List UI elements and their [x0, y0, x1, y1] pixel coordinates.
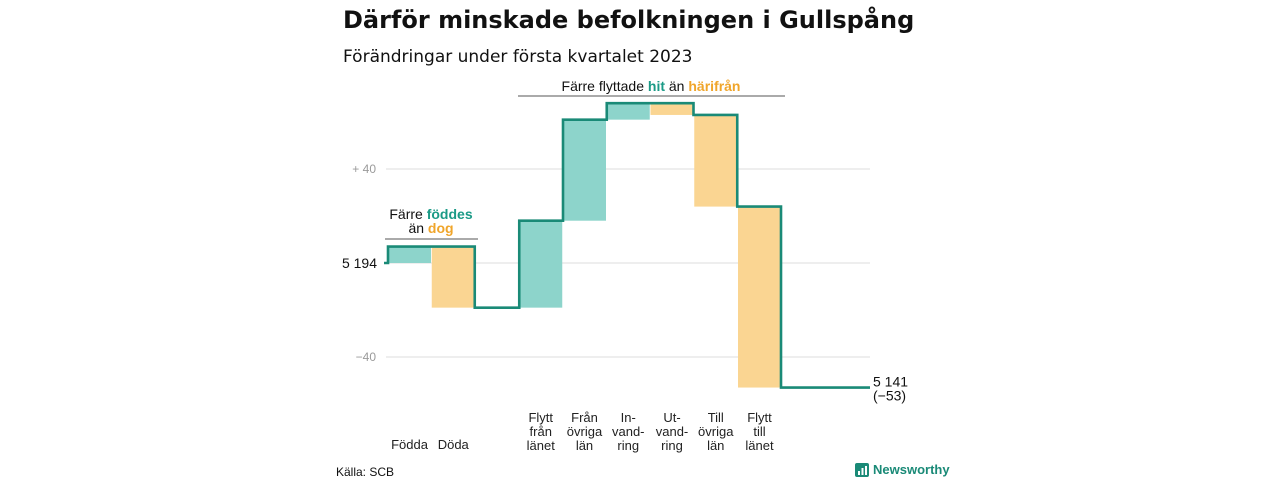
- category-label: vand-: [656, 424, 689, 439]
- category-label: övriga: [698, 424, 734, 439]
- bar-flytt-till-länet: [738, 206, 781, 388]
- y-tick-label: + 40: [352, 162, 376, 176]
- category-label: län: [576, 438, 593, 453]
- bar-flytt-från-länet: [519, 220, 563, 308]
- category-label: länet: [527, 438, 556, 453]
- category-label: övriga: [567, 424, 603, 439]
- category-label: Flytt: [747, 410, 772, 425]
- cumulative-line-layer: [384, 101, 870, 389]
- category-label: till: [753, 424, 765, 439]
- category-label: Från: [571, 410, 598, 425]
- category-label: från: [530, 424, 552, 439]
- annotation-births-highlight2: dog: [428, 220, 454, 236]
- newsworthy-icon-bar2: [861, 468, 864, 475]
- cumulative-line: [384, 101, 870, 389]
- category-label: Till: [708, 410, 724, 425]
- bar-från-övriga-län: [563, 119, 606, 221]
- category-label: Ut-: [663, 410, 680, 425]
- category-label: Födda: [391, 437, 429, 452]
- annotation-moves-highlight1: hit: [648, 78, 665, 94]
- chart-subtitle: Förändringar under första kvartalet 2023: [343, 47, 692, 67]
- start-value-label: 5 194: [342, 255, 377, 271]
- source-note: Källa: SCB: [336, 465, 394, 479]
- newsworthy-icon-bar3: [865, 466, 867, 475]
- end-change-label: (−53): [873, 388, 906, 404]
- category-label: vand-: [612, 424, 645, 439]
- annotation-moves-highlight2: härifrån: [688, 78, 740, 94]
- annotation-births-line1: Färre föddes: [389, 206, 472, 222]
- chart-title: Därför minskade befolkningen i Gullspång: [343, 5, 914, 34]
- annotation-moves-prefix: Färre flyttade: [562, 78, 645, 94]
- bar-ut--vand--ring: [650, 103, 694, 115]
- bars-layer: [388, 103, 781, 388]
- category-label: ring: [617, 438, 639, 453]
- brand-logo: Newsworthy: [855, 462, 950, 477]
- y-tick-label: −40: [356, 350, 377, 364]
- category-label: ring: [661, 438, 683, 453]
- brand-name: Newsworthy: [873, 462, 950, 477]
- annotation-births-highlight1: föddes: [427, 206, 473, 222]
- annotation-births-line2: än dog: [408, 220, 453, 236]
- category-label: Döda: [438, 437, 470, 452]
- annotation-moves-middle: än: [669, 78, 685, 94]
- bar-till-övriga-län: [694, 114, 738, 207]
- bar-döda: [431, 246, 475, 308]
- annotation-moves-text: Färre flyttade hit än härifrån: [562, 78, 741, 94]
- annotation-births-prefix2: än: [408, 220, 424, 236]
- category-label: länet: [745, 438, 774, 453]
- annotation-moves: Färre flyttade hit än härifrån: [518, 78, 785, 97]
- annotation-births-prefix: Färre: [389, 206, 423, 222]
- category-label: län: [707, 438, 724, 453]
- category-label: Flytt: [528, 410, 553, 425]
- annotation-births: Färre föddes än dog: [385, 206, 478, 240]
- bar-in--vand--ring: [606, 103, 650, 120]
- end-value-label: 5 141: [873, 374, 908, 390]
- newsworthy-icon-bar1: [858, 471, 860, 475]
- category-label: In-: [621, 410, 636, 425]
- bar-födda: [388, 246, 431, 263]
